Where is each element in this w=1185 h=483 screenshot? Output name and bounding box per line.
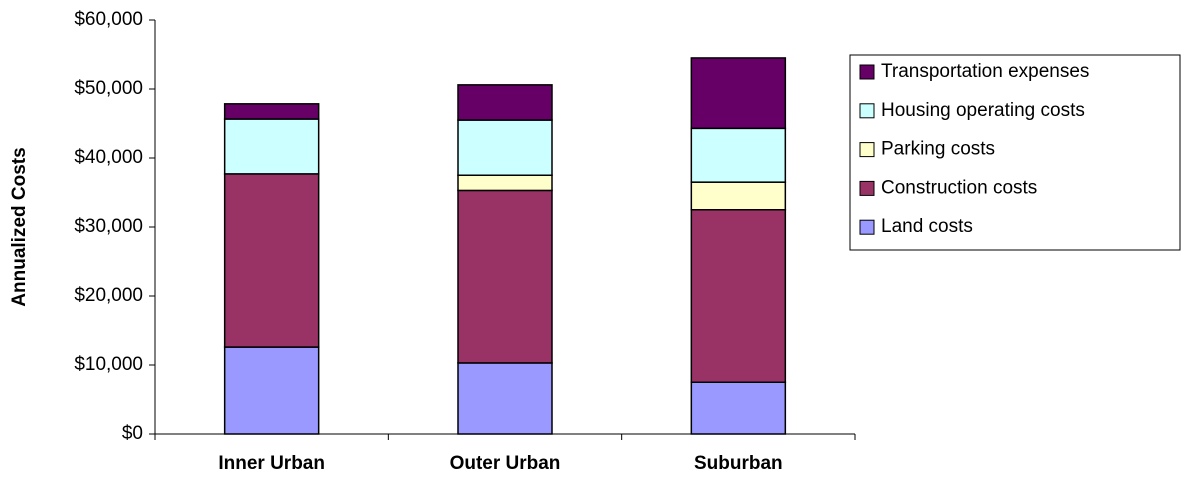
y-tick-label: $20,000 [74, 285, 143, 306]
legend-label: Construction costs [881, 177, 1037, 198]
bar-segment [223, 346, 320, 435]
legend-swatch [859, 64, 875, 80]
bar-segment [690, 57, 787, 130]
x-tick-label: Outer Urban [450, 453, 561, 474]
legend-swatch [859, 219, 875, 235]
x-tick-label: Inner Urban [218, 453, 325, 474]
bar-segment [223, 173, 320, 348]
bar-segment [690, 181, 787, 211]
bar-segment [223, 103, 320, 120]
bar-segment [457, 84, 553, 121]
y-tick-label: $60,000 [74, 9, 143, 30]
legend-swatch [859, 142, 875, 158]
bar-segment [690, 381, 787, 435]
x-tick-label: Suburban [694, 453, 783, 474]
bar-segment [457, 174, 553, 192]
legend-label: Transportation expenses [881, 61, 1089, 82]
bar-segment [457, 189, 553, 364]
y-tick-label: $10,000 [74, 354, 143, 375]
legend-label: Housing operating costs [881, 100, 1085, 121]
bar-segment [690, 127, 787, 183]
y-tick-label: $0 [122, 423, 143, 444]
bar-segment [690, 209, 787, 383]
legend-swatch [859, 180, 875, 196]
y-tick-label: $30,000 [74, 216, 143, 237]
y-tick-label: $40,000 [74, 147, 143, 168]
y-axis-label: Annualized Costs [9, 147, 30, 306]
y-tick-label: $50,000 [74, 78, 143, 99]
legend-label: Parking costs [881, 139, 995, 160]
legend-swatch [859, 103, 875, 119]
bar-segment [457, 119, 553, 177]
legend-label: Land costs [881, 216, 973, 237]
bar-segment [223, 118, 320, 175]
legend-box [849, 54, 1181, 251]
bar-segment [457, 362, 553, 435]
